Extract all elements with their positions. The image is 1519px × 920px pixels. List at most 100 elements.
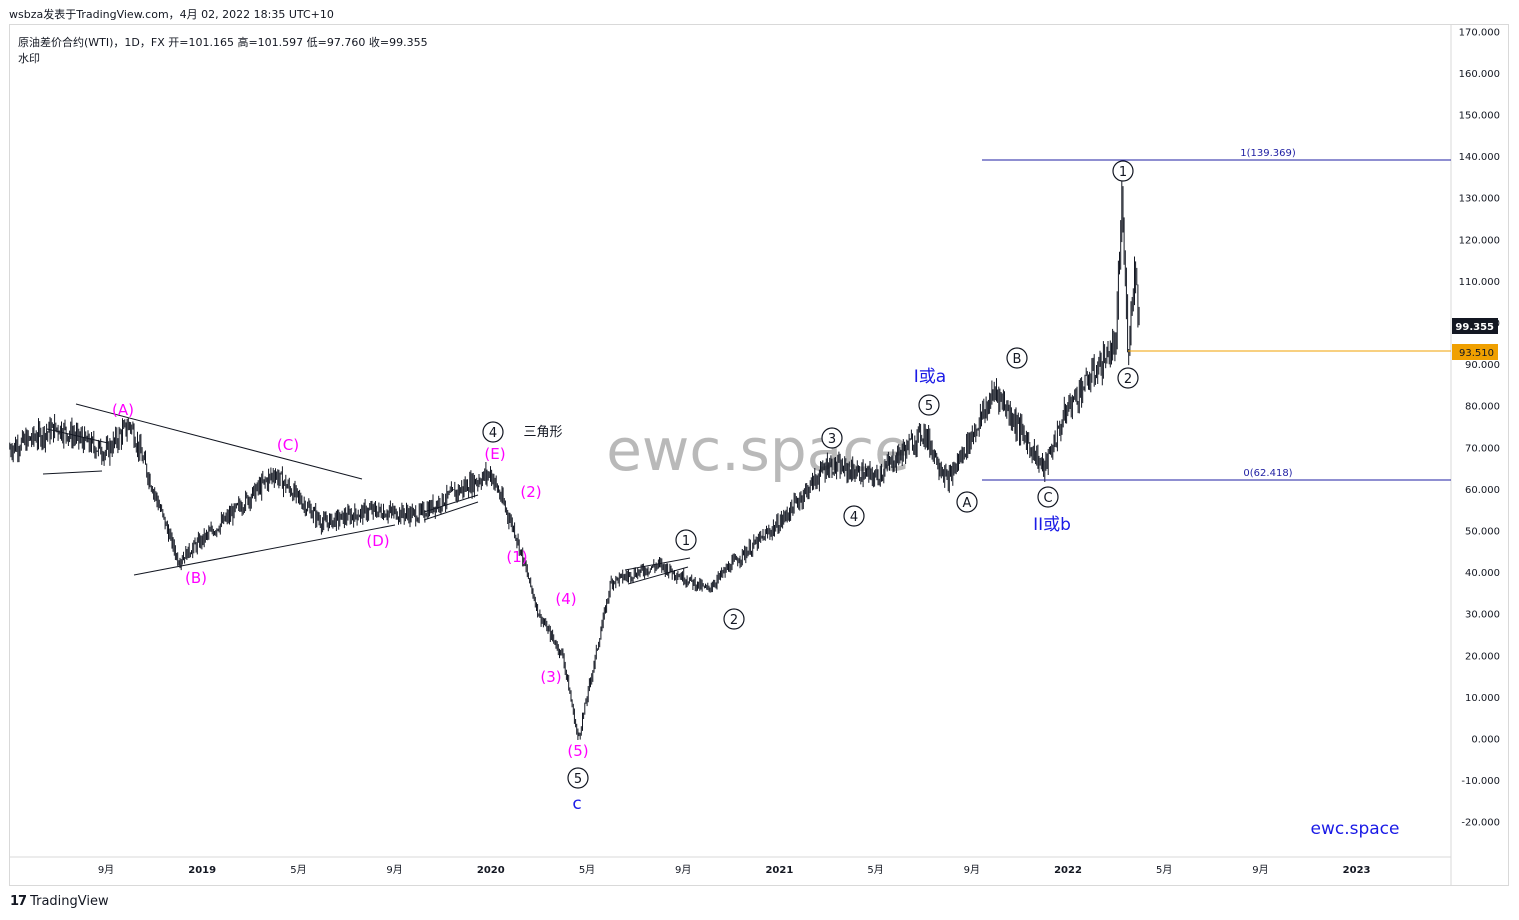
wave-label-E-magenta: (E) [484,445,505,463]
circled-wave-marker [1037,486,1059,508]
fib-level-1-label: 1(139.369) [1240,148,1296,159]
circled-wave-label: B [1013,352,1022,367]
circled-wave-marker [821,427,843,449]
wave-label-3-magenta: (3) [540,668,561,686]
x-tick-label: 9月 [386,864,402,876]
circled-wave-label: 5 [925,399,933,414]
circled-wave-label: 1 [1119,165,1127,180]
triangle-upper-line[interactable] [75,403,363,480]
x-tick-label: 5月 [1156,864,1172,876]
circled-wave-marker [843,505,865,527]
y-tick-label: 0.000 [1471,735,1500,746]
flag-lower-1[interactable] [423,501,479,521]
circled-wave-marker [1117,367,1139,389]
wave-label-1-magenta: (1) [506,548,527,566]
triangle-lower-line[interactable] [133,524,396,576]
circled-wave-marker [956,491,978,513]
circled-wave-label: 4 [489,426,497,441]
x-tick-label: 2023 [1343,865,1371,876]
wave-label-C-magenta: (C) [277,436,299,454]
x-tick-label: 5月 [867,864,883,876]
wave-label-A-magenta: (A) [112,401,134,419]
horizontal-price-tag [1452,344,1498,360]
wave-label-4-magenta: (4) [555,590,576,608]
circled-wave-labels: 4 5 1 2 3 4 5 A B C 1 2 [482,160,1139,789]
circled-wave-label: 5 [574,772,582,787]
circled-wave-label: 3 [828,432,836,447]
y-tick-label: 160.000 [1459,69,1500,80]
y-tick-label: 170.000 [1459,27,1500,38]
horizontal-price-tag-text: 93.510 [1459,348,1494,359]
circled-wave-marker [482,421,504,443]
y-tick-label: 30.000 [1465,610,1500,621]
y-tick-label: 60.000 [1465,485,1500,496]
circled-wave-marker [675,529,697,551]
small-triangle-lower[interactable] [42,470,103,475]
y-tick-label: 40.000 [1465,568,1500,579]
footer-brand[interactable]: TradingView [30,894,109,909]
flag-upper-2[interactable] [624,557,691,571]
blue-wave-labels: c I或a II或b [572,367,1071,814]
y-tick-label: 130.000 [1459,194,1500,205]
circled-wave-marker [567,767,589,789]
y-tick-label: 20.000 [1465,651,1500,662]
drawing-trendlines[interactable] [42,403,691,585]
y-tick-label: 90.000 [1465,360,1500,371]
y-tick-label: -20.000 [1461,818,1500,829]
x-tick-label: 9月 [675,864,691,876]
x-tick-label: 2019 [188,865,216,876]
triangle-note: 三角形 [523,425,562,440]
circled-wave-label: 1 [682,534,690,549]
circled-wave-label: 2 [730,613,738,628]
y-tick-label: 150.000 [1459,111,1500,122]
legend-symbol-ohlc: 原油差价合约(WTI)，1D，FX 开=101.165 高=101.597 低=… [18,35,428,49]
fib-level-0-label: 0(62.418) [1243,468,1292,479]
circled-wave-label: 4 [850,510,858,525]
y-tick-label: 80.000 [1465,402,1500,413]
x-tick-label: 5月 [290,864,306,876]
wave-label-c-blue: c [572,794,581,814]
time-axis-ticks: 9月 2019 5月 9月 2020 5月 9月 2021 5月 9月 2022 5月 9月 2023 [98,864,1371,876]
wave-label-I-or-a: I或a [914,367,946,387]
small-triangle-upper[interactable] [46,428,109,444]
last-price-tag [1452,318,1498,334]
legend-watermark-line: 水印 [18,52,40,65]
wave-label-2-magenta: (2) [520,483,541,501]
circled-wave-marker [723,608,745,630]
x-tick-label: 2021 [765,865,793,876]
brand-text: ewc.space [1311,819,1400,839]
y-tick-label: 70.000 [1465,443,1500,454]
circled-wave-label: A [963,496,972,511]
circled-wave-marker [1006,347,1028,369]
x-tick-label: 9月 [98,864,114,876]
x-tick-label: 2020 [477,865,505,876]
price-axis-ticks: 170.000 160.000 150.000 140.000 130.000 120.0… [1459,27,1500,828]
circled-wave-label: 2 [1124,372,1132,387]
wave-label-B-magenta: (B) [185,569,207,587]
wave-label-D-magenta: (D) [366,532,389,550]
last-price-tag-text: 99.355 [1455,322,1494,333]
circled-wave-marker [1112,160,1134,182]
footer: 17 TradingView [10,894,109,909]
y-tick-label: 140.000 [1459,152,1500,163]
circled-wave-label: C [1043,491,1052,506]
x-tick-label: 5月 [579,864,595,876]
wave-label-5-magenta: (5) [567,742,588,760]
y-tick-label: -10.000 [1461,776,1500,787]
circled-wave-marker [918,394,940,416]
x-tick-label: 9月 [1252,864,1268,876]
flag-upper-1[interactable] [423,494,479,513]
flag-lower-2[interactable] [627,566,689,585]
magenta-wave-labels: (A) (C) (E) (B) (D) (1) (2) (3) (4) (5) [112,401,589,760]
y-tick-label: 50.000 [1465,527,1500,538]
x-tick-label: 2022 [1054,865,1082,876]
x-tick-label: 9月 [964,864,980,876]
y-tick-label: 110.000 [1459,277,1500,288]
y-tick-label: 120.000 [1459,235,1500,246]
publish-header: wsbza发表于TradingView.com，4月 02, 2022 18:3… [9,8,334,21]
tradingview-logo-icon: 17 [10,894,27,909]
y-tick-label: 10.000 [1465,693,1500,704]
chart-frame [9,24,1509,886]
wave-label-II-or-b: II或b [1033,515,1071,535]
